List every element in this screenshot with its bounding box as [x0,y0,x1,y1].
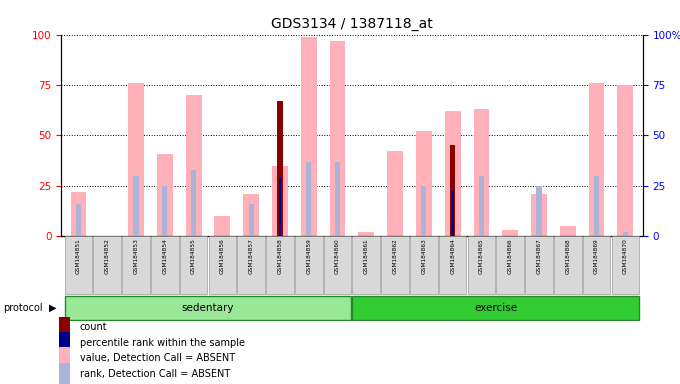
Text: GSM184868: GSM184868 [565,238,571,274]
Bar [473,109,490,236]
Bar [358,232,374,236]
FancyBboxPatch shape [583,236,611,294]
Text: GSM184869: GSM184869 [594,238,599,274]
Text: GSM184863: GSM184863 [422,238,426,274]
Text: GSM184862: GSM184862 [392,238,398,274]
Bar [445,111,460,236]
Text: GSM184853: GSM184853 [133,238,139,274]
Bar [301,36,317,236]
Title: GDS3134 / 1387118_at: GDS3134 / 1387118_at [271,17,432,31]
Text: ▶: ▶ [49,303,56,313]
FancyBboxPatch shape [122,236,150,294]
FancyBboxPatch shape [93,236,121,294]
Bar [59,348,70,369]
FancyBboxPatch shape [209,236,236,294]
Bar [531,194,547,236]
Bar [589,83,605,236]
Text: GSM184864: GSM184864 [450,238,455,274]
Bar [163,186,167,236]
Bar [214,216,231,236]
Text: GSM184865: GSM184865 [479,238,484,274]
Text: GSM184859: GSM184859 [306,238,311,274]
Bar [416,131,432,236]
Text: GSM184870: GSM184870 [623,238,628,274]
Bar [157,154,173,236]
FancyBboxPatch shape [266,236,294,294]
FancyBboxPatch shape [151,236,179,294]
Bar [452,190,454,236]
Text: GSM184856: GSM184856 [220,238,225,274]
Bar [59,317,70,338]
Bar [594,176,599,236]
Text: protocol: protocol [3,303,43,313]
FancyBboxPatch shape [65,296,352,319]
FancyBboxPatch shape [352,236,380,294]
Bar [306,162,311,236]
FancyBboxPatch shape [410,236,438,294]
Bar [128,83,144,236]
Bar [71,192,86,236]
Bar [59,332,70,354]
Text: GSM184855: GSM184855 [191,238,196,274]
FancyBboxPatch shape [381,236,409,294]
Bar [537,186,541,236]
FancyBboxPatch shape [324,236,352,294]
Text: GSM184854: GSM184854 [163,238,167,274]
Bar [133,176,139,236]
Bar [450,146,455,236]
Bar [422,186,426,236]
FancyBboxPatch shape [237,236,265,294]
FancyBboxPatch shape [496,236,524,294]
Bar [623,232,628,236]
FancyBboxPatch shape [468,236,495,294]
Bar [76,204,81,236]
FancyBboxPatch shape [554,236,581,294]
Text: percentile rank within the sample: percentile rank within the sample [80,338,245,348]
Bar [617,85,633,236]
Bar [243,194,259,236]
Bar [335,162,340,236]
Bar [186,95,201,236]
Bar [59,363,70,384]
Text: rank, Detection Call = ABSENT: rank, Detection Call = ABSENT [80,369,230,379]
Bar [479,176,484,236]
Text: count: count [80,323,107,333]
Bar [503,230,518,236]
Bar [249,204,254,236]
FancyBboxPatch shape [352,296,639,319]
Text: GSM184866: GSM184866 [508,238,513,273]
FancyBboxPatch shape [295,236,322,294]
Text: GSM184852: GSM184852 [105,238,109,274]
Bar [279,178,282,236]
Text: GSM184861: GSM184861 [364,238,369,273]
Bar [191,170,197,236]
Text: exercise: exercise [474,303,517,313]
Bar [560,226,576,236]
Bar [330,41,345,236]
Text: GSM184867: GSM184867 [537,238,541,274]
Text: value, Detection Call = ABSENT: value, Detection Call = ABSENT [80,353,235,363]
Text: GSM184860: GSM184860 [335,238,340,274]
Text: GSM184858: GSM184858 [277,238,282,274]
FancyBboxPatch shape [611,236,639,294]
FancyBboxPatch shape [180,236,207,294]
FancyBboxPatch shape [439,236,466,294]
Bar [277,101,282,236]
Bar [272,166,288,236]
Bar [387,152,403,236]
Text: sedentary: sedentary [182,303,234,313]
Text: GSM184851: GSM184851 [76,238,81,274]
Text: GSM184857: GSM184857 [249,238,254,274]
FancyBboxPatch shape [65,236,92,294]
FancyBboxPatch shape [525,236,553,294]
